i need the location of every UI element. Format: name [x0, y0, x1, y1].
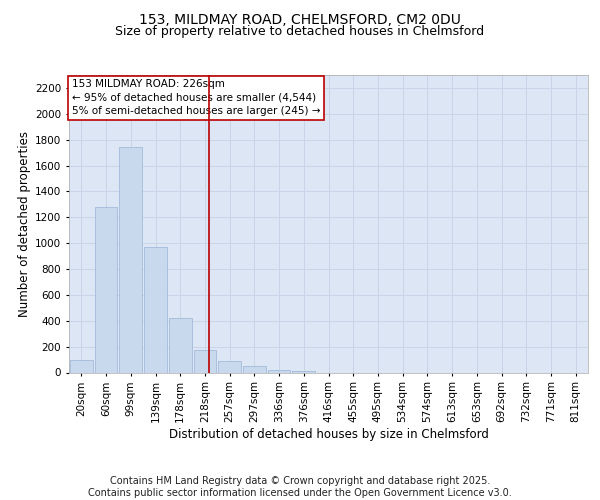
Bar [292, 371, 315, 372]
X-axis label: Distribution of detached houses by size in Chelmsford: Distribution of detached houses by size … [169, 428, 488, 441]
Text: Contains public sector information licensed under the Open Government Licence v3: Contains public sector information licen… [88, 488, 512, 498]
Bar [169, 318, 191, 372]
Text: 153, MILDMAY ROAD, CHELMSFORD, CM2 0DU: 153, MILDMAY ROAD, CHELMSFORD, CM2 0DU [139, 12, 461, 26]
Bar [218, 361, 241, 372]
Bar [95, 207, 118, 372]
Text: Contains HM Land Registry data © Crown copyright and database right 2025.: Contains HM Land Registry data © Crown c… [110, 476, 490, 486]
Bar [243, 366, 266, 372]
Text: Size of property relative to detached houses in Chelmsford: Size of property relative to detached ho… [115, 25, 485, 38]
Bar [70, 360, 93, 372]
Y-axis label: Number of detached properties: Number of detached properties [18, 130, 31, 317]
Text: 153 MILDMAY ROAD: 226sqm
← 95% of detached houses are smaller (4,544)
5% of semi: 153 MILDMAY ROAD: 226sqm ← 95% of detach… [71, 80, 320, 116]
Bar [268, 370, 290, 372]
Bar [194, 350, 216, 372]
Bar [144, 247, 167, 372]
Bar [119, 148, 142, 372]
